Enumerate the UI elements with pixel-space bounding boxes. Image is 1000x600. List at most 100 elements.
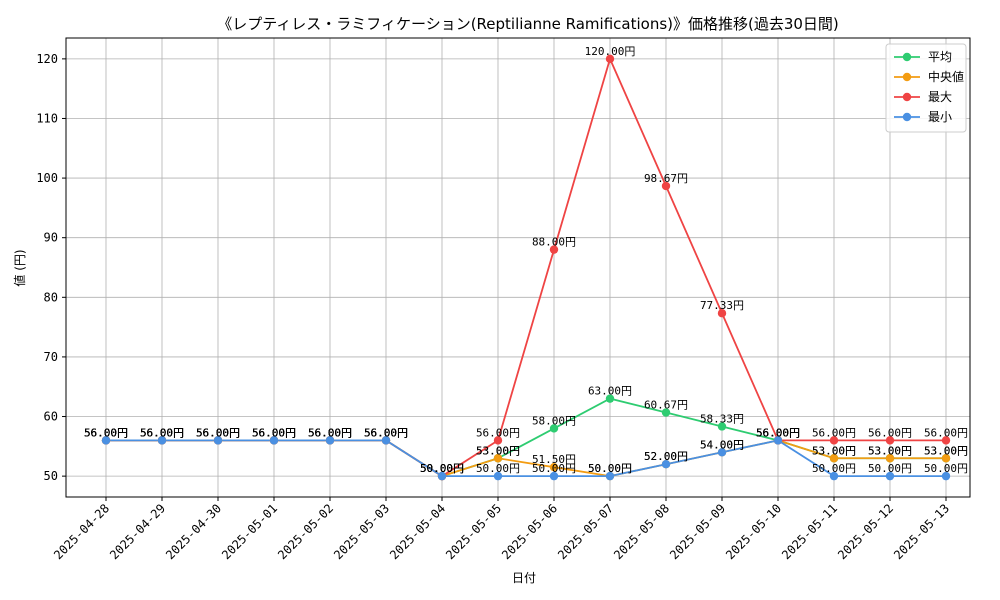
data-label: 52.00円 [644, 450, 688, 463]
data-label: 56.00円 [364, 426, 408, 439]
data-label: 50.00円 [588, 462, 632, 475]
data-point [885, 454, 895, 463]
y-tick-label: 50 [44, 469, 58, 483]
data-label: 56.00円 [252, 426, 296, 439]
x-tick-label: 2025-05-07 [555, 501, 616, 562]
x-tick-label: 2025-05-11 [779, 501, 840, 562]
data-point [605, 471, 615, 481]
legend-marker [902, 52, 912, 62]
data-label: 56.00円 [84, 426, 128, 439]
legend-marker [902, 72, 912, 82]
data-label: 56.00円 [364, 426, 408, 439]
data-label: 50.00円 [868, 462, 912, 475]
data-labels: 56.00円 56.00円 56.00円 56.00円 56.00円 56.00円 50.0… [84, 45, 968, 475]
data-label: 56.00円 [924, 426, 968, 439]
y-tick-label: 80 [44, 290, 58, 304]
x-tick-label: 2025-05-01 [219, 501, 280, 562]
data-label: 56.00円 [756, 426, 800, 439]
data-label: 56.00円 [140, 426, 184, 439]
data-point [493, 471, 503, 481]
data-label: 98.67円 [644, 172, 688, 185]
data-label: 56.00円 [140, 426, 184, 439]
data-label: 56.00円 [84, 426, 128, 439]
data-point [885, 436, 895, 445]
legend-label: 最小 [928, 110, 952, 124]
data-label: 56.00円 [364, 426, 408, 439]
data-label: 56.00円 [252, 426, 296, 439]
data-point [269, 436, 279, 445]
data-label: 63.00円 [588, 385, 632, 398]
data-label: 50.00円 [476, 462, 520, 475]
data-label: 50.00円 [588, 462, 632, 475]
data-point [549, 424, 559, 433]
data-point [941, 471, 951, 481]
x-tick-label: 2025-04-28 [51, 501, 112, 562]
data-label: 88.00円 [532, 236, 576, 249]
data-points [101, 54, 951, 481]
legend-label: 中央値 [928, 69, 964, 84]
legend-marker [902, 92, 912, 102]
data-label: 53.00円 [868, 444, 912, 457]
data-label: 56.00円 [84, 426, 128, 439]
data-label: 120.00円 [585, 45, 636, 58]
data-point [661, 181, 671, 191]
data-label: 51.50円 [532, 453, 576, 466]
data-point [941, 436, 951, 445]
data-label: 56.00円 [196, 426, 240, 439]
legend-box [885, 43, 967, 133]
data-point [325, 436, 335, 445]
y-tick-label: 90 [44, 231, 58, 245]
data-point [829, 436, 839, 445]
data-point [157, 436, 167, 445]
data-label: 56.00円 [868, 426, 912, 439]
y-tick-labels: 50 60 70 80 90 100 110 120 [36, 52, 66, 483]
y-tick-label: 100 [36, 171, 58, 185]
data-label: 56.00円 [756, 426, 800, 439]
data-label: 50.00円 [420, 462, 464, 475]
x-tick-label: 2025-05-05 [443, 501, 504, 562]
data-point [717, 309, 727, 318]
data-label: 53.00円 [812, 444, 856, 457]
data-point [605, 54, 615, 64]
data-point [101, 436, 111, 445]
x-tick-label: 2025-05-09 [667, 501, 728, 562]
data-point [549, 245, 559, 254]
data-label: 56.00円 [308, 426, 352, 439]
y-tick-label: 120 [36, 52, 58, 66]
x-tick-label: 2025-04-29 [107, 501, 168, 562]
y-tick-label: 60 [44, 410, 58, 424]
data-label: 50.00円 [924, 462, 968, 475]
data-point [773, 436, 783, 445]
data-label: 56.00円 [476, 426, 520, 439]
data-label: 50.00円 [420, 462, 464, 475]
data-label: 56.00円 [364, 426, 408, 439]
data-label: 56.00円 [812, 426, 856, 439]
x-tick-label: 2025-05-08 [611, 501, 672, 562]
data-label: 53.00円 [924, 444, 968, 457]
data-point [549, 462, 559, 472]
data-point [829, 471, 839, 481]
y-tick-label: 70 [44, 350, 58, 364]
data-label: 53.00円 [812, 444, 856, 457]
data-label: 53.00円 [476, 444, 520, 457]
data-label: 52.00円 [644, 450, 688, 463]
data-label: 54.00円 [700, 438, 744, 451]
y-tick-label: 110 [36, 111, 58, 125]
data-label: 56.00円 [140, 426, 184, 439]
data-point [829, 454, 839, 463]
data-label: 50.00円 [532, 462, 576, 475]
x-tick-label: 2025-05-10 [723, 501, 784, 562]
data-label: 58.33円 [700, 412, 744, 425]
data-point [381, 436, 391, 445]
plot-frame [65, 37, 971, 498]
data-label: 60.67円 [644, 399, 688, 412]
x-tick-label: 2025-05-04 [387, 501, 448, 562]
data-point [493, 436, 503, 445]
data-point [661, 408, 671, 417]
x-tick-label: 2025-05-03 [331, 501, 392, 562]
legend-marker [902, 112, 912, 122]
data-label: 56.00円 [140, 426, 184, 439]
data-label: 56.00円 [84, 426, 128, 439]
data-label: 58.00円 [532, 414, 576, 427]
